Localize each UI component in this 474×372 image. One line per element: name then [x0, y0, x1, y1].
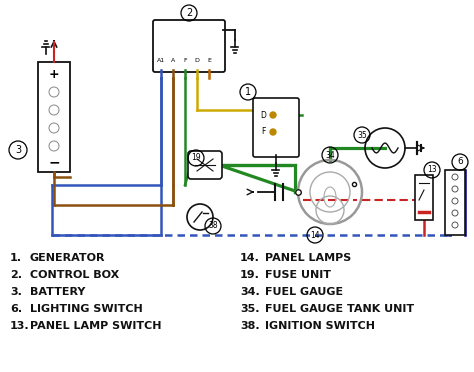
Text: 3: 3 [15, 145, 21, 155]
Text: FUEL GAUGE: FUEL GAUGE [265, 287, 343, 297]
Text: PANEL LAMP SWITCH: PANEL LAMP SWITCH [30, 321, 162, 331]
Text: PANEL LAMPS: PANEL LAMPS [265, 253, 351, 263]
Text: F: F [183, 58, 187, 62]
Text: FUSE UNIT: FUSE UNIT [265, 270, 331, 280]
Text: 2.: 2. [10, 270, 22, 280]
Text: A: A [171, 58, 175, 62]
Text: 35.: 35. [240, 304, 259, 314]
FancyBboxPatch shape [38, 62, 70, 172]
Text: 6: 6 [457, 157, 463, 167]
Text: BATTERY: BATTERY [30, 287, 85, 297]
FancyBboxPatch shape [445, 170, 465, 235]
Text: D: D [260, 110, 266, 119]
Text: FUEL GAUGE TANK UNIT: FUEL GAUGE TANK UNIT [265, 304, 414, 314]
Text: A1: A1 [157, 58, 165, 62]
Text: 38.: 38. [240, 321, 260, 331]
Text: −: − [48, 155, 60, 169]
FancyBboxPatch shape [188, 151, 222, 179]
Text: 13.: 13. [10, 321, 29, 331]
Text: 14: 14 [310, 231, 320, 240]
Text: 19: 19 [191, 154, 201, 163]
FancyBboxPatch shape [153, 20, 225, 72]
Text: LIGHTING SWITCH: LIGHTING SWITCH [30, 304, 143, 314]
Text: 1: 1 [245, 87, 251, 97]
Text: D: D [194, 58, 200, 62]
Text: 35: 35 [357, 131, 367, 140]
Circle shape [270, 112, 276, 118]
Text: 14.: 14. [240, 253, 260, 263]
Text: 34.: 34. [240, 287, 260, 297]
FancyBboxPatch shape [415, 175, 433, 220]
Text: E: E [207, 58, 211, 62]
Text: CONTROL BOX: CONTROL BOX [30, 270, 119, 280]
Text: 6.: 6. [10, 304, 22, 314]
Text: 2: 2 [186, 8, 192, 18]
Text: F: F [261, 128, 265, 137]
Text: 3.: 3. [10, 287, 22, 297]
Text: 34: 34 [325, 151, 335, 160]
Text: GENERATOR: GENERATOR [30, 253, 106, 263]
Text: IGNITION SWITCH: IGNITION SWITCH [265, 321, 375, 331]
Text: 13: 13 [427, 166, 437, 174]
Text: +: + [49, 67, 59, 80]
Text: 38: 38 [208, 221, 218, 231]
Text: 1.: 1. [10, 253, 22, 263]
FancyBboxPatch shape [253, 98, 299, 157]
Text: 19.: 19. [240, 270, 260, 280]
Circle shape [270, 129, 276, 135]
